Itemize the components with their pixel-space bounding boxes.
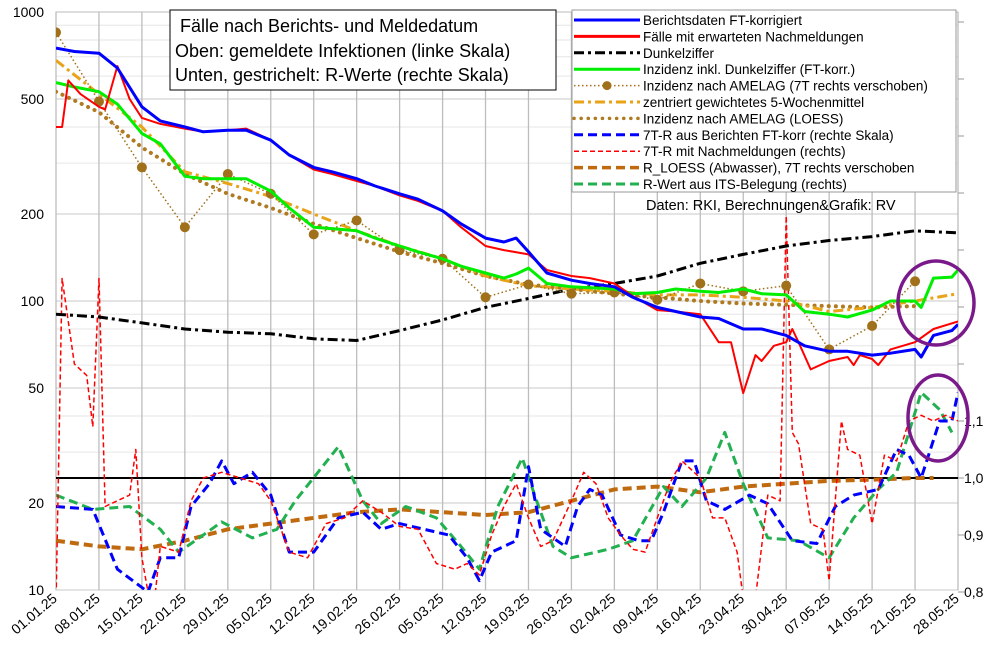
- y-left-tick-label: 100: [21, 293, 45, 309]
- legend-label: 7T-R mit Nachmeldungen (rechts): [643, 144, 846, 159]
- x-tick-label: 26.03.25: [523, 590, 575, 637]
- legend-label: Berichtsdaten FT-korrigiert: [643, 13, 802, 28]
- amelag-marker: [695, 278, 706, 289]
- legend-label: Fälle mit erwarteten Nachmeldungen: [643, 29, 864, 44]
- x-tick-label: 05.02.25: [223, 590, 275, 637]
- series-line-1: [56, 65, 958, 395]
- legend-label: 7T-R aus Berichten FT-korr (rechte Skala…: [643, 128, 894, 143]
- credit: Daten: RKI, Berechnungen&Grafik: RV: [646, 198, 896, 214]
- series-line-2: [56, 229, 958, 342]
- y-left-tick-label: 1000: [13, 4, 44, 20]
- amelag-marker: [56, 27, 61, 38]
- x-tick-label: 14.05.25: [824, 590, 876, 637]
- series-line-9: [56, 476, 934, 552]
- title-box: Fälle nach Berichts- und Meldedatum Oben…: [169, 9, 557, 91]
- amelag-marker: [867, 320, 878, 331]
- series-group: [56, 27, 958, 590]
- x-tick-label: 12.02.25: [266, 590, 318, 637]
- legend-label: Inzidenz nach AMELAG (LOESS): [643, 111, 843, 126]
- amelag-marker: [136, 162, 147, 173]
- y-left-tick-label: 10: [28, 582, 44, 598]
- legend-label: Inzidenz inkl. Dunkelziffer (FT-korr.): [643, 62, 855, 77]
- series-line-6: [56, 89, 917, 310]
- x-tick-label: 30.04.25: [738, 590, 790, 637]
- series-line-7: [56, 392, 958, 590]
- amelag-marker: [523, 279, 534, 290]
- x-tick-label: 08.01.25: [51, 590, 103, 637]
- x-tick-label: 23.04.25: [695, 590, 747, 637]
- legend-label: R_LOESS (Abwasser), 7T rechts verschoben: [643, 161, 914, 176]
- title-line-1: Fälle nach Berichts- und Meldedatum: [180, 16, 478, 36]
- x-tick-label: 29.01.25: [180, 590, 232, 637]
- amelag-marker: [222, 169, 233, 180]
- amelag-marker: [480, 292, 491, 303]
- y-axis-left: 1000 500 200 100 50 20 10: [13, 4, 44, 598]
- y-right-tick-label: 0,9: [964, 527, 984, 543]
- x-tick-label: 12.03.25: [437, 590, 489, 637]
- series-line-0: [56, 46, 958, 359]
- y-right-tick-label: 1,0: [964, 470, 984, 486]
- x-tick-label: 02.04.25: [566, 590, 618, 637]
- x-tick-label: 05.03.25: [394, 590, 446, 637]
- x-tick-label: 21.05.25: [867, 590, 919, 637]
- amelag-marker: [910, 276, 921, 287]
- y-left-tick-label: 20: [28, 495, 44, 511]
- legend-label: zentriert gewichtetes 5-Wochenmittel: [643, 95, 864, 110]
- y-left-tick-label: 200: [21, 206, 45, 222]
- legend-label: R-Wert aus ITS-Belegung (rechts): [643, 177, 847, 192]
- x-tick-label: 19.03.25: [480, 590, 532, 637]
- title-line-2: Oben: gemeldete Infektionen (linke Skala…: [175, 41, 510, 61]
- x-tick-label: 28.05.25: [910, 590, 962, 637]
- y-axis-right: 1,11,00,90,8: [958, 21, 984, 600]
- x-tick-label: 09.04.25: [609, 590, 661, 637]
- legend-label: Dunkelziffer: [643, 46, 715, 61]
- x-tick-label: 07.05.25: [781, 590, 833, 637]
- legend-box: [571, 9, 957, 193]
- x-axis: 01.01.2508.01.2515.01.2522.01.2529.01.25…: [8, 590, 962, 637]
- amelag-marker: [652, 294, 663, 305]
- x-tick-label: 22.01.25: [137, 590, 189, 637]
- highlight-ellipse-incidence: [896, 259, 976, 347]
- amelag-marker: [179, 222, 190, 233]
- amelag-marker: [566, 288, 577, 299]
- series-line-3: [56, 81, 958, 319]
- x-tick-label: 26.02.25: [352, 590, 404, 637]
- series-line-8: [56, 215, 958, 590]
- amelag-marker: [781, 280, 792, 291]
- series-line-4: [56, 32, 916, 351]
- series-line-10: [56, 391, 954, 571]
- x-tick-label: 19.02.25: [309, 590, 361, 637]
- x-tick-label: 15.01.25: [94, 590, 146, 637]
- legend-label: Inzidenz nach AMELAG (7T rechts verschob…: [643, 79, 928, 94]
- title-line-3: Unten, gestrichelt: R-Werte (rechte Skal…: [175, 65, 509, 85]
- y-left-tick-label: 500: [21, 91, 45, 107]
- highlight-ellipse-r: [906, 373, 970, 463]
- y-right-tick-label: 0,8: [964, 584, 984, 600]
- x-tick-label: 16.04.25: [652, 590, 704, 637]
- amelag-marker: [308, 229, 319, 240]
- legend-marker: [602, 81, 612, 91]
- annotations: [896, 259, 976, 463]
- y-left-tick-label: 50: [28, 380, 44, 396]
- amelag-marker: [351, 215, 362, 226]
